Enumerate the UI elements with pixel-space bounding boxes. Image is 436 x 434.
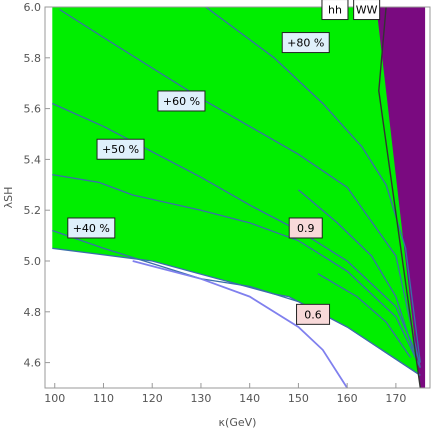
y-tick-label: 5.0 <box>24 255 42 268</box>
ticks-layer: 100 110 120 130 140 150 160 170 4.6 4.8 5.0 5.2 5.4 5… <box>24 1 407 405</box>
annotation-box <box>67 217 116 239</box>
dark-boundary-curve <box>378 7 421 388</box>
annotation-label: 0.9 <box>288 217 323 239</box>
region-excluded <box>376 7 426 388</box>
contour-line-7 <box>317 273 412 358</box>
lines-layer <box>52 7 421 388</box>
annotation-label: +50 % <box>96 138 145 160</box>
x-tick-label: 150 <box>288 392 309 405</box>
y-tick-label: 5.2 <box>24 204 42 217</box>
annotation-label: hh <box>321 0 349 21</box>
regions-layer <box>52 7 426 388</box>
blue-curve <box>132 260 348 388</box>
annotation-box <box>321 0 349 21</box>
annotation-label: +60 % <box>157 90 206 112</box>
contour-line-5 <box>205 7 421 363</box>
x-tick-label: 110 <box>93 392 114 405</box>
annotations-layer: +80 % +60 % +50 % +40 % 0.9 0.6 hh WW <box>67 0 381 325</box>
annotation-label: +80 % <box>281 32 330 54</box>
annotation-text: +40 % <box>73 222 110 235</box>
x-tick-label: 160 <box>337 392 358 405</box>
y-tick-label: 5.6 <box>24 103 42 116</box>
y-tick-label: 4.6 <box>24 357 42 370</box>
y-tick-label: 5.4 <box>24 153 42 166</box>
annotation-box <box>353 0 381 21</box>
annotation-box <box>96 138 145 160</box>
annotation-text: +60 % <box>163 95 200 108</box>
annotation-text: +80 % <box>287 37 324 50</box>
y-tick-label: 6.0 <box>24 1 42 14</box>
annotation-text: 0.9 <box>297 222 315 235</box>
contour-line-3 <box>52 173 421 368</box>
y-tick-label: 5.8 <box>24 52 42 65</box>
x-tick-label: 130 <box>190 392 211 405</box>
plot-frame <box>44 6 431 389</box>
annotation-text: 0.6 <box>304 308 322 321</box>
x-tick-label: 140 <box>239 392 260 405</box>
region-allowed <box>52 7 421 376</box>
x-tick-label: 120 <box>142 392 163 405</box>
y-axis-label: λSH <box>2 187 15 209</box>
annotation-box <box>281 32 330 54</box>
annotation-label: 0.6 <box>296 303 331 325</box>
annotation-text: WW <box>356 4 378 17</box>
contour-line-6 <box>297 189 417 358</box>
x-tick-label: 100 <box>44 392 65 405</box>
x-tick-label: 170 <box>385 392 406 405</box>
allowed-region-outline <box>52 247 421 376</box>
annotation-box <box>157 90 206 112</box>
y-tick-label: 4.8 <box>24 306 42 319</box>
contour-line-2 <box>52 102 421 363</box>
x-axis-label: κ(GeV) <box>219 416 257 429</box>
annotation-text: +50 % <box>102 143 139 156</box>
annotation-box <box>288 217 323 239</box>
annotation-text: hh <box>328 4 342 17</box>
annotation-label: +40 % <box>67 217 116 239</box>
annotation-box <box>296 303 331 325</box>
annotation-label: WW <box>353 0 381 21</box>
contour-line-1 <box>59 8 421 368</box>
